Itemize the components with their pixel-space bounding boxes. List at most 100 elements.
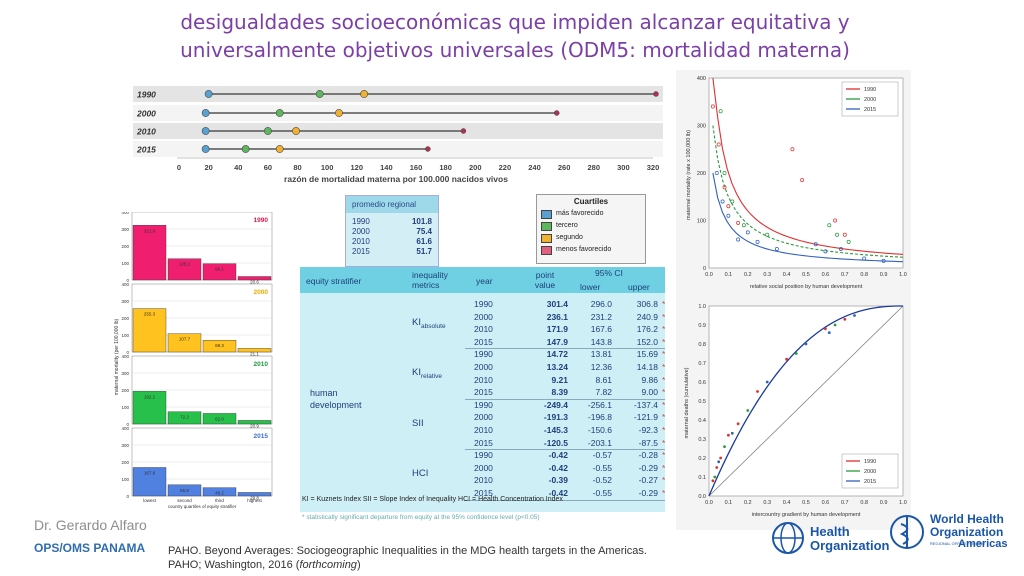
scatter-top-point [722,171,727,175]
table-point-value: 236.1 [546,311,568,322]
curve-2015 [712,172,904,263]
scatter-bottom-xtick: 0.3 [763,500,771,506]
scatter-bottom-xtick: 0.0 [705,500,713,506]
dot-tick-label: 60 [264,163,272,172]
scatter-bottom-ytick: 0.2 [698,456,706,462]
scatter-top-ylabel: maternal mortality (rate x 100,000 lb) [686,130,692,220]
table-star: * [662,488,666,498]
bar-panel-value-label: 72.2 [180,415,189,420]
bar-panel-value-label: 20.8 [250,495,259,500]
bar-panel-tick: 200 [121,388,129,393]
dot-point [275,109,284,117]
header-point: point value [534,270,556,290]
scatter-top-point [827,223,832,228]
author-name: Dr. Gerardo Alfaro [34,517,147,533]
scatter-bottom-xtick: 0.1 [725,500,733,506]
table-lower: -0.55 [592,462,612,473]
dot-tick-label: 140 [380,163,393,172]
dot-tick-label: 280 [587,163,600,172]
scatter-bottom-point [794,352,798,355]
bar-panel-value-label: 20.9 [250,423,259,428]
metric-label: KIrelative [412,367,442,380]
table-year: 2015 [474,336,493,347]
citation: PAHO. Beyond Averages: Sociogeographic I… [168,544,647,572]
regional-average-row: 2015 51.7 [352,247,432,257]
table-upper: 306.8 [636,299,658,309]
scatter-bottom-xtick: 0.2 [744,500,752,506]
scatter-top-xtick: 0.0 [705,272,713,278]
table-upper: -92.3 [638,425,658,435]
dot-tick-label: 300 [617,163,630,172]
scatter-bottom-xtick: 0.4 [783,500,791,506]
regional-average-row: 2010 61.6 [352,237,432,247]
table-star: * [662,437,666,448]
table-upper: -0.28 [638,450,658,461]
scatter-bottom-point [804,342,808,346]
scatter-top-point [736,220,741,225]
regional-average-year: 2010 [352,237,370,246]
table-year: 2000 [474,311,493,322]
dot-tick-label: 80 [293,163,301,172]
table-lower: 231.2 [590,311,612,322]
bar-panel-category: highest [247,498,262,503]
scatter-top-xtick: 0.5 [802,272,810,278]
scatter-top-point [823,249,828,254]
dot-max [425,146,431,152]
paho-logo-line-2: Organization [810,538,890,553]
scatter-bottom-ylabel: maternal deaths (cumulative) [684,367,690,438]
table-point-value: -0.42 [548,462,568,473]
stratifier-label: human development [310,388,362,410]
table-point-value: 171.9 [546,324,568,335]
bar-panel-value-label: 167.8 [144,470,156,475]
metric-name: HCI [412,468,429,480]
header-year: year [476,276,493,286]
quartile-bar-panels: 0 100 200 300 400 1990 321.8 125.1 96.1 20.6 0 100 2… [114,212,273,509]
bar-panel-bar [132,225,167,281]
scatter-bottom-point [719,456,723,460]
dot-tick-label: 0 [177,163,181,172]
table-footnote: KI = Kuznets Index SII = Slope Index of … [302,496,563,503]
bar-panel-value-label: 321.8 [144,228,156,233]
table-year: 1990 [474,349,493,360]
who-logo-line-2: Organization [930,525,1004,539]
dot-max [653,91,659,97]
table-upper: 15.69 [636,349,658,360]
table-point-value: 9.21 [551,374,568,385]
author-organization: OPS/OMS PANAMA [34,541,146,555]
bar-panel-year: 1990 [254,217,269,224]
bar-panel-tick: 400 [121,426,129,431]
bar-panel-tick: 400 [121,212,129,215]
scatter-bottom-legend-label: 2000 [864,469,876,475]
table-point-value: 14.72 [546,349,568,360]
table-year: 2010 [474,374,493,385]
equality-line [708,305,904,497]
scatter-bottom-ytick: 0.0 [698,494,706,500]
bar-panel-value-label: 62.0 [215,416,224,421]
table-group-divider [465,449,665,451]
bar-panel-tick: 300 [121,299,129,304]
scatter-top-point [881,258,886,263]
table-lower: -196.8 [587,412,612,423]
scatter-bottom-xlabel: intercountry gradient by human developme… [752,512,861,518]
paho-logo: Health Organization [768,516,889,556]
who-logo: World Health Organization REGIONAL OFFIC… [888,508,1018,558]
quartile-legend-item: tercero [541,220,641,232]
bar-panel-tick: 0 [126,350,129,355]
table-year: 2015 [474,387,493,398]
bar-panel-value-label: 65.8 [180,488,189,493]
slide-title: desigualdades socioeconómicas que impide… [120,8,910,64]
bar-panel-bar [167,333,202,353]
table-year: 2015 [474,437,493,448]
concentration-curve-chart: 0.0 0.1 0.2 0.3 0.4 0.5 0.6 0.7 0.8 0.9 1.0 0.0 0.1 0… [676,298,911,530]
table-star: * [662,450,666,461]
dot-tick-label: 240 [528,163,541,172]
scatter-bottom-ytick: 0.3 [698,437,706,443]
dot-tick-label: 260 [558,163,571,172]
scatter-bottom-point [727,433,730,437]
title-line-2: universalmente objetivos universales (OD… [180,38,850,62]
scatter-bottom-ytick: 0.5 [698,399,706,405]
table-point-value: 301.4 [546,299,568,309]
table-point-value: -0.42 [548,488,568,498]
scatter-top-point [736,237,741,242]
dot-point [201,109,210,117]
